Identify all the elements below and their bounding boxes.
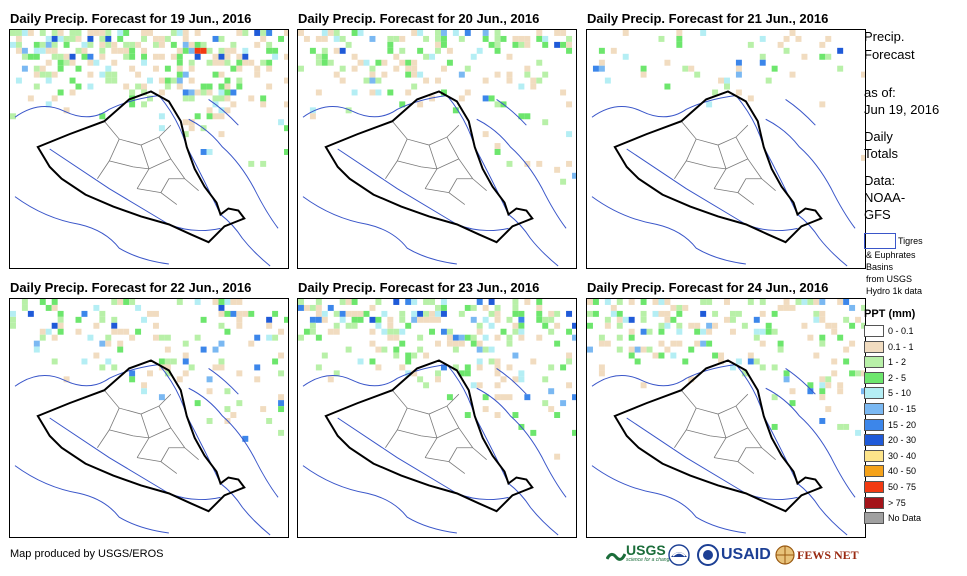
basin-line2: & Euphrates <box>866 250 916 260</box>
country-border <box>324 359 534 513</box>
asof-date: Jun 19, 2016 <box>864 102 940 117</box>
data-line1: Data: <box>864 173 896 188</box>
basin-line3: Basins <box>866 262 894 272</box>
fewsnet-text: FEWS NET <box>797 547 859 562</box>
country-border <box>613 359 823 513</box>
legend-item: 0.1 - 1 <box>864 340 914 353</box>
map-canvas <box>298 299 576 536</box>
usaid-logo: USAID <box>697 544 771 566</box>
legend-label: No Data <box>888 513 922 524</box>
legend-item: > 75 <box>864 496 906 509</box>
legend-label: 50 - 75 <box>888 482 917 492</box>
asof-label: as of: <box>864 85 896 100</box>
sidebar-title-line2: Forecast <box>864 47 915 62</box>
legend-label: 20 - 30 <box>888 435 917 446</box>
map-canvas <box>10 30 288 267</box>
usaid-seal-icon <box>697 544 719 566</box>
totals-line1: Daily <box>864 129 893 144</box>
legend-swatch <box>864 449 884 462</box>
usgs-wave-icon <box>606 552 626 561</box>
basin-line1: Tigres <box>898 236 923 246</box>
legend-swatch <box>864 403 884 415</box>
legend-label: 0 - 0.1 <box>888 326 914 336</box>
panel-title-3: Daily Precip. Forecast for 21 Jun., 2016 <box>587 11 829 26</box>
panel-title-2: Daily Precip. Forecast for 20 Jun., 2016 <box>298 11 540 26</box>
sidebar-title-line1: Precip. <box>864 29 905 44</box>
data-line3: GFS <box>864 207 891 222</box>
fewsnet-globe-icon <box>775 545 795 565</box>
legend-label: 0.1 - 1 <box>888 341 914 352</box>
legend-item: No Data <box>864 512 922 525</box>
legend-label: 5 - 10 <box>888 388 912 399</box>
panel-title-1: Daily Precip. Forecast for 19 Jun., 2016 <box>10 11 252 26</box>
usaid-text: USAID <box>721 546 771 563</box>
legend-label: 10 - 15 <box>888 404 917 414</box>
panel-title-6: Daily Precip. Forecast for 24 Jun., 2016 <box>587 280 829 295</box>
legend-swatch <box>864 356 884 369</box>
forecast-map-6 <box>586 298 866 538</box>
map-canvas <box>587 299 865 536</box>
map-credit: Map produced by USGS/EROS <box>10 548 164 560</box>
forecast-map-5 <box>297 298 577 538</box>
legend-label: 1 - 2 <box>888 357 907 368</box>
legend-swatch <box>864 418 884 431</box>
legend-item: 50 - 75 <box>864 481 916 493</box>
forecast-map-4 <box>9 298 289 538</box>
legend-swatch <box>864 512 884 525</box>
legend-label: 30 - 40 <box>888 450 917 461</box>
legend-item: 30 - 40 <box>864 449 917 462</box>
legend-label: 15 - 20 <box>888 419 917 430</box>
legend-item: 10 - 15 <box>864 403 916 415</box>
panel-title-5: Daily Precip. Forecast for 23 Jun., 2016 <box>298 280 540 295</box>
precip-cells <box>10 30 288 167</box>
totals-line2: Totals <box>864 146 898 161</box>
legend-swatch <box>864 481 884 493</box>
legend-item: 5 - 10 <box>864 387 912 400</box>
country-border <box>613 90 823 244</box>
legend-swatch <box>864 325 884 337</box>
map-canvas <box>298 30 576 267</box>
legend-swatch <box>864 387 884 400</box>
noaa-emblem-icon <box>668 544 690 566</box>
usgs-logo: USGS science for a changing world <box>606 542 690 566</box>
legend-swatch <box>864 371 884 384</box>
legend-item: 2 - 5 <box>864 371 907 384</box>
usgs-text: USGS <box>626 542 666 558</box>
legend-item: 20 - 30 <box>864 434 917 447</box>
forecast-map-1 <box>9 29 289 269</box>
usgs-tagline: science for a changing world <box>626 557 690 563</box>
country-border <box>324 90 534 244</box>
legend-swatch <box>864 340 884 353</box>
country-border <box>36 359 246 513</box>
ppt-legend-title: PPT (mm) <box>864 308 916 320</box>
legend-label: > 75 <box>888 497 906 508</box>
basin-line4: from USGS <box>866 274 913 284</box>
legend-label: 40 - 50 <box>888 466 917 477</box>
legend-swatch <box>864 496 884 509</box>
forecast-map-2 <box>297 29 577 269</box>
basin-swatch <box>864 233 896 249</box>
noaa-logo <box>668 544 690 566</box>
map-canvas <box>591 30 865 267</box>
precip-cells <box>592 30 865 161</box>
legend-swatch <box>864 434 884 447</box>
map-canvas <box>10 299 288 536</box>
legend-label: 2 - 5 <box>888 372 907 383</box>
fewsnet-logo: FEWS NET <box>775 544 859 566</box>
legend-swatch <box>864 465 884 478</box>
legend-item: 40 - 50 <box>864 465 917 478</box>
country-border <box>36 90 246 244</box>
data-line2: NOAA- <box>864 190 906 205</box>
precip-cells <box>298 30 576 185</box>
legend-item: 15 - 20 <box>864 418 917 431</box>
precip-cells <box>10 299 288 442</box>
precip-cells <box>587 299 865 436</box>
legend-item: 1 - 2 <box>864 356 907 369</box>
panel-title-4: Daily Precip. Forecast for 22 Jun., 2016 <box>10 280 252 295</box>
basin-line5: Hydro 1k data <box>866 286 923 296</box>
forecast-map-3 <box>586 29 866 269</box>
legend-item: 0 - 0.1 <box>864 325 914 337</box>
precip-cells <box>298 299 576 460</box>
